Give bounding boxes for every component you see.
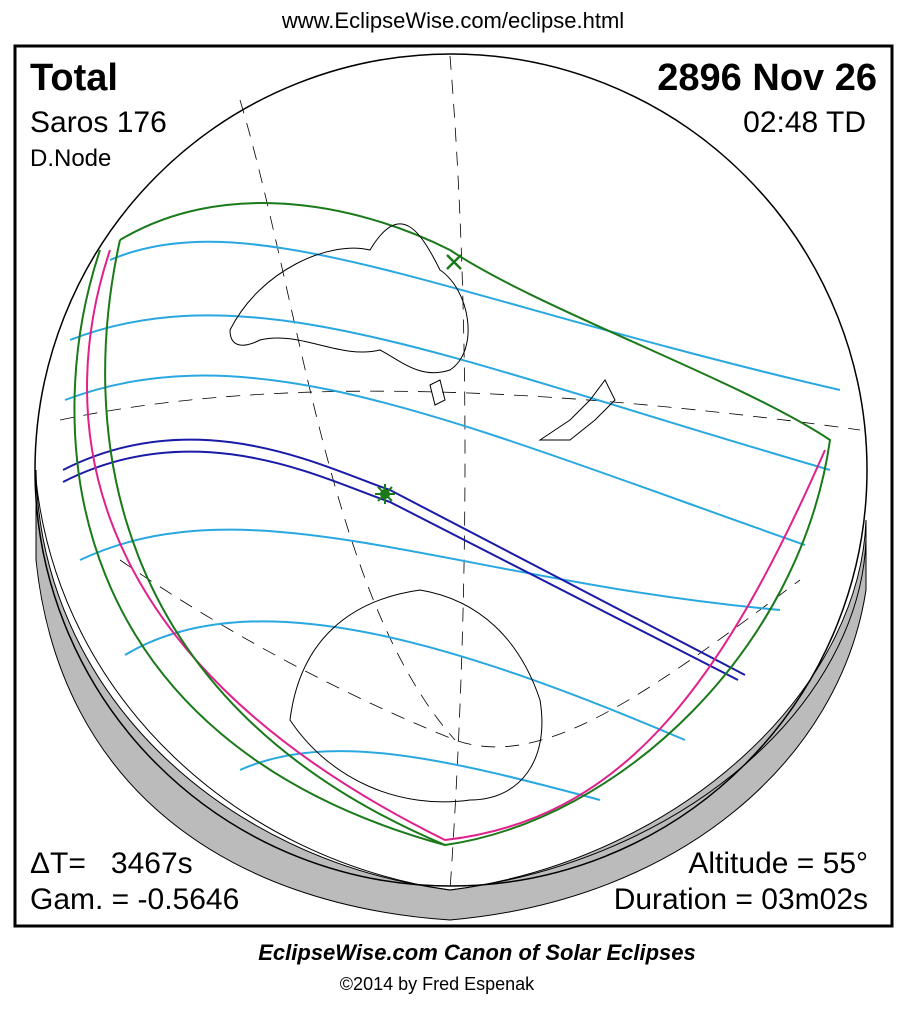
time: 02:48 TD	[743, 106, 866, 139]
gamma: Gam. = -0.5646	[30, 883, 239, 916]
copyright: ©2014 by Fred Espenak	[340, 974, 535, 994]
saros: Saros 176	[30, 106, 167, 139]
delta-t: ΔT= 3467s	[30, 847, 193, 880]
globe	[34, 53, 868, 921]
altitude: Altitude = 55°	[688, 847, 868, 880]
footer-title: EclipseWise.com Canon of Solar Eclipses	[258, 940, 696, 965]
url: www.EclipseWise.com/eclipse.html	[281, 8, 624, 33]
node: D.Node	[30, 145, 111, 172]
date: 2896 Nov 26	[657, 57, 877, 99]
eclipse-type: Total	[30, 57, 118, 99]
duration: Duration = 03m02s	[614, 883, 868, 916]
